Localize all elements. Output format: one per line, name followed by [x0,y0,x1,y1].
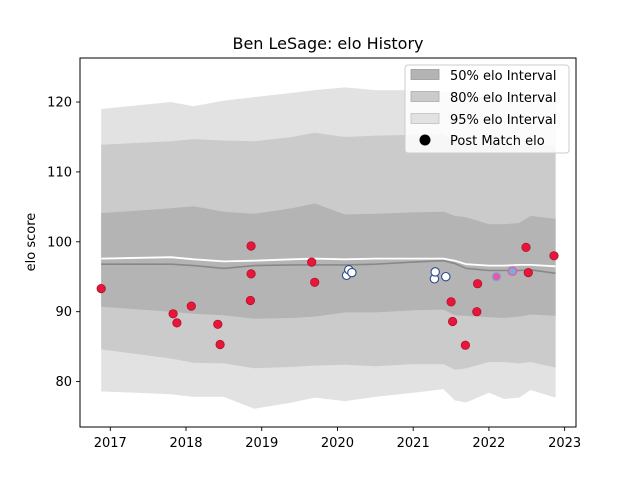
x-tick-label: 2020 [321,436,354,451]
data-point [96,283,106,294]
data-point [307,257,317,267]
y-tick-label: 90 [55,305,72,320]
legend-swatch-80 [410,91,440,102]
data-point [447,316,458,327]
interval-bands [101,87,556,409]
data-point [472,279,483,289]
legend: 50% elo Interval 80% elo Interval 95% el… [404,64,570,154]
post-match-points [96,241,559,350]
x-tick-label: 2019 [245,436,278,451]
data-point [441,271,451,282]
legend-swatch-50 [410,69,440,80]
data-point [245,295,255,306]
data-point [213,319,223,329]
legend-label-80: 80% elo Interval [450,91,557,106]
data-point [186,301,196,311]
data-point [491,271,502,282]
data-point [246,269,256,279]
mean-line [101,256,556,268]
legend-label-post-match: Post Match elo [450,134,545,149]
x-tick-label: 2017 [94,436,127,451]
data-point [430,267,440,277]
legend-label-95: 95% elo Interval [450,113,557,128]
band-50 [101,203,556,319]
median-line [101,259,556,275]
data-point [521,242,531,252]
data-point [472,307,482,317]
data-point [507,266,518,276]
x-tick-label: 2021 [397,436,430,451]
data-point [310,277,320,287]
data-point [460,340,470,350]
x-tick-label: 2018 [169,436,202,451]
data-point [347,267,357,278]
data-point [168,309,178,319]
data-point [215,339,225,350]
legend-label-50: 50% elo Interval [450,69,557,84]
y-axis-label: elo score [24,213,39,272]
y-tick-label: 80 [55,375,72,390]
data-point [549,251,559,261]
legend-swatch-95 [410,113,440,124]
x-tick-label: 2023 [548,436,581,451]
data-point [246,241,256,251]
legend-marker-post-match [419,134,431,146]
y-tick-label: 110 [47,165,72,180]
y-axis: 80 90 100 110 120 [47,96,80,390]
legend-box [404,64,570,154]
plot-frame [79,57,577,428]
data-point [172,318,182,328]
x-tick-label: 2022 [472,436,505,451]
elo-lines [101,256,556,275]
y-tick-label: 100 [47,235,72,250]
data-point [446,297,456,307]
x-axis: 2017 2018 2019 2020 2021 2022 2023 [94,427,581,451]
data-point [523,267,533,278]
chart-title: Ben LeSage: elo History [232,34,423,53]
y-tick-label: 120 [47,96,72,111]
